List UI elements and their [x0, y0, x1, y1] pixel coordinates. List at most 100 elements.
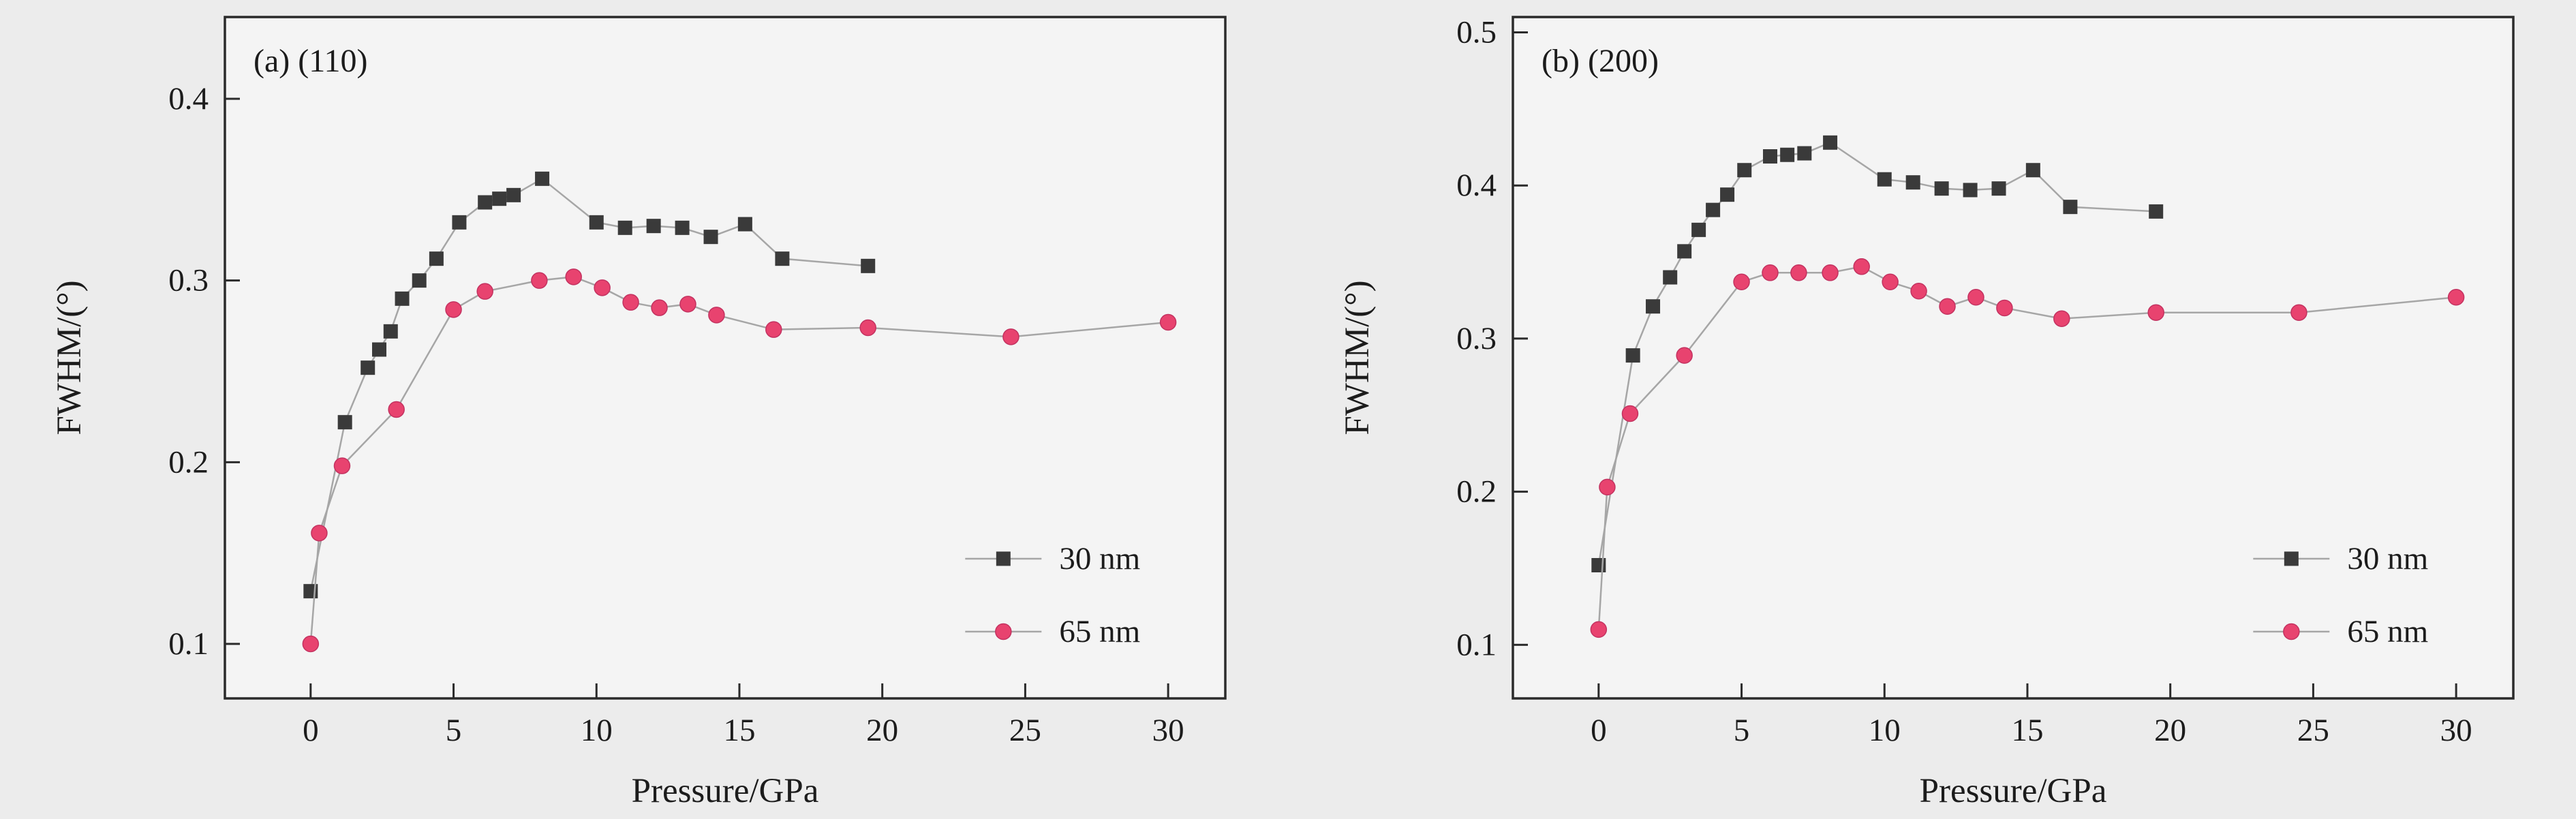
data-point — [617, 220, 632, 235]
data-point — [1706, 202, 1721, 217]
data-point — [1676, 347, 1693, 364]
data-point — [2025, 163, 2040, 178]
y-tick-label: 0.4 — [1456, 168, 1497, 203]
data-point — [337, 415, 352, 430]
series-65nm — [302, 268, 1177, 653]
x-tick-label: 10 — [581, 713, 613, 748]
y-tick-label: 0.2 — [1456, 474, 1497, 510]
data-point — [1720, 187, 1735, 202]
axis-ticks — [1513, 31, 2457, 698]
data-point — [1762, 149, 1777, 164]
data-point — [2053, 310, 2070, 327]
data-point — [371, 342, 386, 357]
data-point — [1996, 299, 2013, 317]
data-point — [1762, 264, 1779, 281]
data-point — [1939, 298, 1956, 315]
data-point — [2149, 204, 2164, 219]
data-point — [1797, 146, 1812, 161]
data-point — [589, 215, 604, 230]
data-point — [2290, 304, 2307, 321]
legend-marker-square — [996, 551, 1011, 566]
data-point — [1737, 163, 1752, 178]
data-point — [1663, 270, 1678, 285]
plot-frame — [224, 16, 1227, 700]
chart-panel-b: 0 5 10 15 20 25 30 0.1 0.2 0.3 0.4 0.5 30 nm 65 nm (b)… — [1288, 0, 2576, 819]
data-point — [1691, 222, 1706, 237]
data-point — [1677, 244, 1692, 259]
data-point — [1733, 273, 1750, 291]
axis-tick-labels: 0 5 10 15 20 25 30 0.1 0.2 0.3 0.4 — [168, 81, 1184, 748]
legend-label: 30 nm — [1059, 541, 1140, 576]
x-tick-label: 5 — [446, 713, 462, 748]
data-point — [1599, 478, 1616, 496]
data-point — [1002, 328, 1019, 345]
legend-marker-circle — [995, 623, 1012, 640]
data-point — [302, 635, 320, 653]
x-tick-label: 10 — [1869, 713, 1901, 748]
data-point — [1877, 172, 1892, 187]
data-point — [594, 279, 611, 296]
data-point — [859, 319, 876, 337]
data-point — [1991, 181, 2006, 196]
data-point — [1621, 405, 1639, 422]
data-point — [412, 273, 427, 288]
data-point — [2147, 304, 2164, 321]
chart-panel-a: 0 5 10 15 20 25 30 0.1 0.2 0.3 0.4 30 nm 65 nm (a) (1… — [50, 16, 1227, 810]
data-point — [1853, 258, 1870, 275]
data-point — [737, 217, 752, 232]
axis-tick-labels: 0 5 10 15 20 25 30 0.1 0.2 0.3 0.4 0.5 — [1456, 14, 2472, 748]
x-tick-label: 15 — [2011, 713, 2043, 748]
series-65nm — [1590, 258, 2465, 638]
data-point — [2447, 288, 2465, 306]
y-axis-title: FWHM/(°) — [50, 280, 89, 435]
y-tick-label: 0.4 — [168, 81, 209, 117]
data-point — [476, 283, 493, 300]
data-point — [775, 251, 790, 266]
y-tick-label: 0.1 — [168, 626, 209, 662]
data-point — [1905, 175, 1920, 190]
x-tick-label: 5 — [1734, 713, 1750, 748]
data-point — [1963, 183, 1978, 198]
legend-label: 30 nm — [2347, 541, 2428, 576]
data-point — [679, 296, 696, 313]
y-tick-label: 0.3 — [1456, 321, 1497, 356]
series-line-65nm — [1597, 265, 2457, 630]
x-tick-label: 30 — [1152, 713, 1184, 748]
plot-frame — [1512, 16, 2515, 700]
legend-marker-square — [2284, 551, 2299, 566]
panel-label: (b) (200) — [1542, 43, 1659, 79]
data-point — [311, 525, 328, 542]
axis-ticks — [225, 97, 1169, 698]
data-point — [1822, 264, 1839, 281]
x-tick-label: 25 — [2297, 713, 2329, 748]
data-point — [703, 230, 718, 245]
data-point — [1823, 135, 1838, 150]
x-tick-label: 25 — [1009, 713, 1041, 748]
data-point — [675, 220, 690, 235]
data-point — [492, 191, 507, 206]
y-tick-label: 0.3 — [168, 263, 209, 298]
x-tick-label: 30 — [2440, 713, 2472, 748]
data-point — [531, 272, 548, 289]
data-point — [651, 299, 668, 316]
data-point — [361, 360, 375, 375]
data-point — [1790, 264, 1807, 281]
legend-label: 65 nm — [1059, 614, 1140, 649]
x-tick-label: 0 — [303, 713, 319, 748]
data-point — [1646, 299, 1661, 314]
data-point — [708, 307, 725, 324]
y-tick-label: 0.2 — [168, 444, 209, 480]
data-point — [1625, 348, 1640, 363]
data-point — [1159, 313, 1177, 331]
data-point — [506, 187, 521, 202]
chart-canvas-b: 0 5 10 15 20 25 30 0.1 0.2 0.3 0.4 0.5 30 nm 65 nm (b)… — [1338, 14, 2515, 810]
data-point — [535, 171, 550, 186]
legend-label: 65 nm — [2347, 614, 2428, 649]
x-axis-title: Pressure/GPa — [632, 772, 819, 810]
legend: 30 nm 65 nm — [965, 541, 1140, 649]
data-point — [383, 324, 398, 339]
plot-area — [1513, 17, 2513, 698]
legend-marker-circle — [2283, 623, 2300, 640]
data-point — [1780, 147, 1795, 162]
